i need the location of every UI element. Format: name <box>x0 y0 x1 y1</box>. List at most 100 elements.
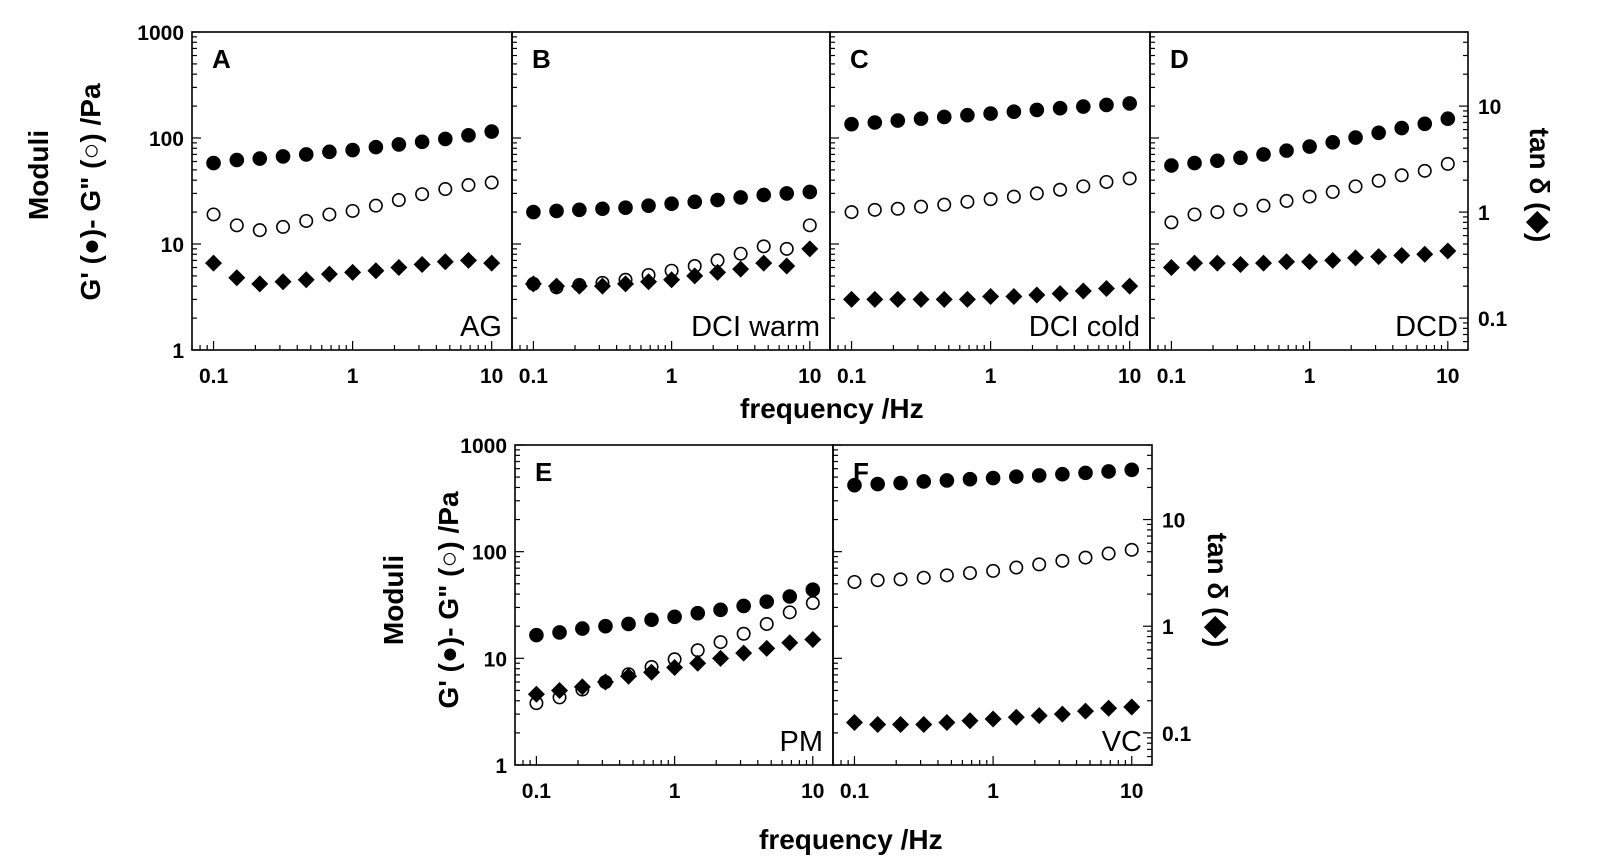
panel-b-g-prime-point <box>618 200 633 216</box>
panel-f-g-double-prime-point <box>939 568 954 583</box>
panel-f-g-prime-point <box>1009 469 1024 484</box>
panel-a-g-double-prime-point <box>345 203 360 218</box>
panel-b-g-prime-point <box>779 186 795 201</box>
panel-f-g-prime-point <box>1055 466 1070 482</box>
panel-a-sample-label: AG <box>460 311 502 343</box>
panel-b-g-double-prime-point <box>802 218 817 233</box>
panel-e-tan-delta-point <box>804 631 822 649</box>
panel-d-g-prime-point <box>1417 116 1433 132</box>
panel-c-sample-label: DCI cold <box>1029 311 1140 343</box>
panel-c-tan-delta-point <box>1121 277 1139 295</box>
panel-e-x-tick-label: 1 <box>669 780 681 803</box>
panel-a-tan-delta-point <box>274 273 292 291</box>
panel-f-tan-delta-point <box>1100 699 1118 717</box>
panel-c-g-double-prime-point <box>937 197 952 212</box>
panel-d-x-tick-label: 10 <box>1436 365 1459 388</box>
right-axis-title-top: tan δ (◆) <box>1524 128 1555 243</box>
panel-c-g-double-prime-point <box>1122 171 1137 186</box>
panel-f-g-double-prime-point <box>1124 542 1139 557</box>
panel-f-g-prime-point <box>962 471 978 487</box>
panel-a-x-tick-label: 0.1 <box>199 365 229 388</box>
panel-d-g-double-prime-point <box>1371 173 1386 188</box>
panel-c-g-prime-point <box>1122 96 1137 111</box>
panel-e-g-prime-point <box>621 616 636 632</box>
panel-d-g-double-prime-point <box>1279 193 1294 208</box>
panel-b-g-prime-point <box>733 190 748 205</box>
panel-e-g-prime-point <box>552 625 567 640</box>
panel-b-tan-delta-point <box>732 260 750 278</box>
panel-e-sample-label: PM <box>780 726 824 758</box>
panel-a-x-tick-label: 1 <box>347 365 359 388</box>
panel-d-g-double-prime-point <box>1394 168 1409 183</box>
panel-f-tan-delta-point <box>1077 702 1095 720</box>
panel-e-tan-delta-point <box>758 639 776 657</box>
panel-e-g-double-prime-point <box>759 616 774 631</box>
panel-c-g-prime-point <box>1076 99 1091 114</box>
panel-b-x-tick-label: 1 <box>666 365 678 388</box>
panel-e-letter: E <box>535 457 552 487</box>
panel-a-g-double-prime-point <box>322 207 337 222</box>
panel-b-tan-delta-point <box>640 273 658 291</box>
panel-c-x-tick-label: 1 <box>985 365 997 388</box>
panel-d-g-double-prime-point <box>1256 198 1271 213</box>
panel-c-g-prime-point <box>960 107 975 123</box>
panel-a-letter: A <box>212 44 231 74</box>
panel-a-tan-delta-point <box>367 262 385 280</box>
panel-a-tan-delta-point <box>436 253 454 271</box>
panel-f-tan-delta-point <box>938 714 956 732</box>
panel-b-g-prime-point <box>641 198 656 213</box>
panel-a-g-prime-point <box>391 137 407 152</box>
y-axis-title-bottom-line2: G' (●)- G" (○) /Pa <box>433 491 464 709</box>
panel-a-g-double-prime-point <box>299 213 314 228</box>
panel-c-tan-delta-point <box>1051 285 1069 303</box>
panel-a-g-prime-point <box>484 124 499 139</box>
panel-e-y-tick-label: 100 <box>472 542 507 565</box>
panel-f-g-prime-point <box>847 477 862 493</box>
panel-c-letter: C <box>850 44 869 74</box>
panel-a-g-double-prime-point <box>276 219 291 234</box>
panel-b-tan-delta-point <box>663 271 681 289</box>
panel-d-x-tick-label: 1 <box>1304 365 1316 388</box>
panel-b-g-prime-point <box>802 184 818 200</box>
panel-d-tan-delta-point <box>1439 242 1457 260</box>
panel-a-tan-delta-point <box>344 263 362 281</box>
panel-f-sample-label: VC <box>1102 726 1142 758</box>
panel-a-g-prime-point <box>206 155 221 171</box>
panel-f-g-double-prime-point <box>1101 546 1116 561</box>
panel-f-right-tick-label: 0.1 <box>1162 723 1192 746</box>
panel-a-g-prime-point <box>368 139 384 155</box>
panel-d-tan-delta-point <box>1301 253 1319 271</box>
panel-e-x-tick-label: 10 <box>801 780 824 803</box>
panel-c-tan-delta-point <box>1097 280 1115 298</box>
panel-a-tan-delta-point <box>251 275 269 293</box>
panel-f-right-tick-label: 10 <box>1162 510 1185 533</box>
panel-e-y-tick-label: 1 <box>495 755 507 778</box>
panel-c-tan-delta-point <box>889 290 907 308</box>
panel-b-g-prime-point <box>549 203 564 219</box>
panel-f-g-double-prime-point <box>986 563 1001 578</box>
panel-c-g-prime-point <box>913 111 929 127</box>
panel-f-tan-delta-point <box>961 712 979 730</box>
panel-c-g-prime-point <box>1052 100 1068 116</box>
panel-a-g-double-prime-point <box>229 218 244 233</box>
panel-d-g-prime-point <box>1279 143 1294 158</box>
panel-a-g-double-prime-point <box>438 182 453 197</box>
panel-c-g-prime-point <box>1006 104 1022 120</box>
panel-e-g-prime-point <box>759 594 775 609</box>
panel-d-right-tick-label: 1 <box>1478 202 1490 225</box>
panel-e-g-double-prime-point <box>690 643 705 658</box>
panel-b-tan-delta-point <box>755 254 773 272</box>
panel-d-tan-delta-point <box>1278 253 1296 271</box>
panel-b-tan-delta-point <box>686 267 704 285</box>
panel-d-g-double-prime-point <box>1210 205 1225 220</box>
panel-c-g-prime-point <box>1029 102 1045 118</box>
panel-b-letter: B <box>532 44 551 74</box>
panel-e-g-double-prime-point <box>736 626 751 641</box>
panel-e-g-prime-point <box>690 605 706 621</box>
panel-f-g-double-prime-point <box>1055 553 1070 568</box>
panel-c-g-prime-point <box>936 109 952 125</box>
panel-a-g-prime-point <box>229 152 245 168</box>
panel-c-tan-delta-point <box>866 290 884 308</box>
panel-e-g-prime-point <box>575 621 590 636</box>
panel-a-g-double-prime-point <box>206 207 221 222</box>
